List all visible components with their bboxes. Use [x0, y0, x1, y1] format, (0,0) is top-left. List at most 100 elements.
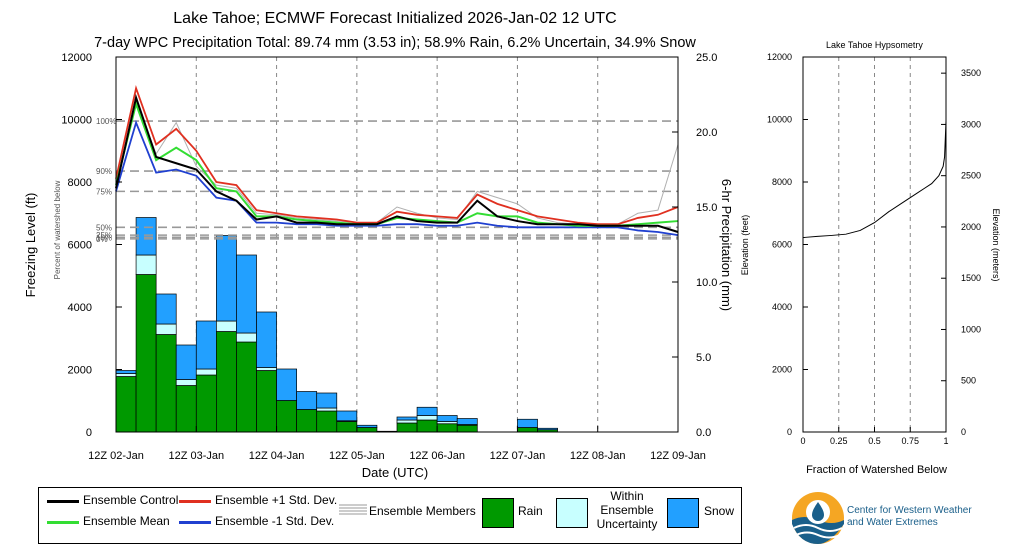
cw3e-logo-icon: [792, 492, 844, 544]
hyp-y-left-tick-label: 12000: [767, 52, 792, 62]
precip-bar-snow: [456, 418, 478, 425]
percentile-label: 75%: [96, 187, 112, 196]
hyp-y-right-tick-label: 1500: [961, 273, 981, 283]
series-line-ensemble-control: [115, 93, 679, 233]
legend-swatch-control: [47, 500, 79, 503]
precip-bar-rain: [256, 370, 277, 433]
legend-label-members: Ensemble Members: [369, 504, 476, 518]
hypsometry-plot: 0200040006000800010000120000500100015002…: [740, 40, 1001, 476]
precip-bar-rain: [115, 376, 137, 433]
precip-bar-uncertain: [115, 373, 137, 377]
hyp-y-left-axis-label: Elevation (feet): [740, 215, 750, 276]
y-left-tick-label: 2000: [68, 365, 92, 377]
precip-bar-snow: [336, 410, 358, 422]
precip-bar-snow: [416, 406, 438, 416]
y-right-tick-label: 15.0: [696, 202, 717, 214]
y-left-tick-label: 0: [86, 427, 92, 439]
hyp-y-right-tick-label: 2000: [961, 222, 981, 232]
legend-label-mean: Ensemble Mean: [83, 514, 170, 528]
logo-text-line-2: and Water Extremes: [847, 517, 938, 528]
x-tick-label: 12Z 07-Jan: [490, 450, 546, 462]
x-axis-label: Date (UTC): [362, 465, 428, 480]
precip-bar-rain: [316, 410, 338, 433]
precip-bar-rain: [356, 427, 378, 433]
legend-swatch-rain: [482, 498, 514, 528]
precip-bar-rain: [416, 419, 438, 433]
series-line-ensemble-mean: [115, 100, 679, 227]
chart-subtitle: 7-day WPC Precipitation Total: 89.74 mm …: [94, 35, 696, 51]
hyp-y-right-tick-label: 0: [961, 427, 966, 437]
legend-swatch-members: [339, 504, 367, 515]
x-tick-label: 12Z 08-Jan: [570, 450, 626, 462]
percentile-label: 50%: [96, 223, 112, 232]
precip-bar-snow: [537, 427, 558, 431]
percentile-label: 25%: [96, 231, 112, 240]
y-left-inner-label: Percent of watershed below: [53, 180, 62, 279]
series-line-ensemble-1-std-dev-: [115, 85, 679, 226]
hypsometry-curve: [802, 121, 947, 239]
y-left-tick-label: 8000: [68, 177, 92, 189]
y-right-axis-label: 6-hr Precipitation (mm): [719, 179, 734, 311]
x-tick-label: 12Z 05-Jan: [329, 450, 385, 462]
percentile-label: 0%: [96, 235, 108, 244]
hyp-x-tick-label: 0.75: [901, 436, 919, 446]
legend-label-plus-sd: Ensemble +1 Std. Dev.: [215, 493, 338, 507]
hyp-y-right-axis-label: Elevation (meters): [991, 208, 1001, 281]
hyp-y-left-tick-label: 8000: [772, 177, 792, 187]
precip-bar-snow: [436, 415, 458, 422]
logo-text: Center for Western Weather and Water Ext…: [847, 505, 972, 529]
precip-bar-rain: [175, 385, 197, 433]
hyp-y-left-tick-label: 10000: [767, 115, 792, 125]
precip-bar-snow: [155, 293, 177, 325]
x-tick-label: 12Z 04-Jan: [249, 450, 305, 462]
x-tick-label: 12Z 02-Jan: [88, 450, 144, 462]
chart-title: Lake Tahoe; ECMWF Forecast Initialized 2…: [173, 10, 616, 27]
hyp-x-tick-label: 0.5: [868, 436, 881, 446]
percentile-label: 10%: [96, 233, 112, 242]
precip-bar-snow: [296, 391, 318, 410]
precip-bar-rain: [216, 331, 237, 433]
hyp-y-left-tick-label: 2000: [772, 365, 792, 375]
precip-bar-uncertain: [396, 419, 418, 424]
logo-text-line-1: Center for Western Weather: [847, 505, 972, 516]
hyp-x-axis-label: Fraction of Watershed Below: [806, 464, 947, 476]
series-line-ensemble-1-std-dev-: [115, 119, 679, 237]
precip-bar-rain: [296, 409, 318, 433]
precip-bar-snow: [276, 368, 297, 401]
hyp-y-left-tick-label: 0: [787, 427, 792, 437]
precip-bar-uncertain: [135, 254, 157, 275]
precip-bar-rain: [336, 421, 358, 433]
precip-bar-uncertain: [416, 415, 438, 421]
precip-bar-snow: [115, 370, 137, 374]
hyp-y-right-tick-label: 3000: [961, 119, 981, 129]
precip-bar-rain: [396, 422, 418, 433]
legend-label-uncertain: Within Ensemble Uncertainty: [596, 489, 658, 531]
x-tick-label: 12Z 06-Jan: [409, 450, 465, 462]
precip-bar-uncertain: [175, 379, 197, 386]
hyp-x-tick-label: 0: [800, 436, 805, 446]
precip-bar-rain: [135, 274, 157, 433]
hyp-y-left-tick-label: 6000: [772, 240, 792, 250]
precip-bar-snow: [396, 416, 418, 421]
hyp-y-right-tick-label: 3500: [961, 68, 981, 78]
main-plot: 100% 90% 75% 50%25%10%0% 0 2000 4000 6000 8000 10…: [23, 52, 734, 480]
precip-bar-uncertain: [195, 368, 217, 376]
legend-swatch-mean: [47, 521, 79, 524]
precip-bar-snow: [517, 418, 538, 428]
legend-swatch-uncertain: [556, 498, 588, 528]
precip-bar-uncertain: [155, 323, 177, 335]
precip-bar-rain: [276, 400, 297, 433]
precip-bar-rain: [517, 427, 538, 433]
precip-bar-snow: [195, 320, 217, 370]
precip-bar-rain: [236, 341, 257, 433]
x-tick-label: 12Z 03-Jan: [168, 450, 224, 462]
hyp-title: Lake Tahoe Hypsometry: [826, 40, 923, 50]
y-left-tick-label: 6000: [68, 240, 92, 252]
series-line-ensemble-members: [115, 99, 679, 227]
legend-label-control: Ensemble Control: [83, 493, 179, 507]
y-right-tick-label: 20.0: [696, 127, 717, 139]
precip-bar-uncertain: [316, 407, 338, 412]
precip-bar-rain: [195, 374, 217, 433]
hyp-x-tick-label: 0.25: [830, 436, 848, 446]
